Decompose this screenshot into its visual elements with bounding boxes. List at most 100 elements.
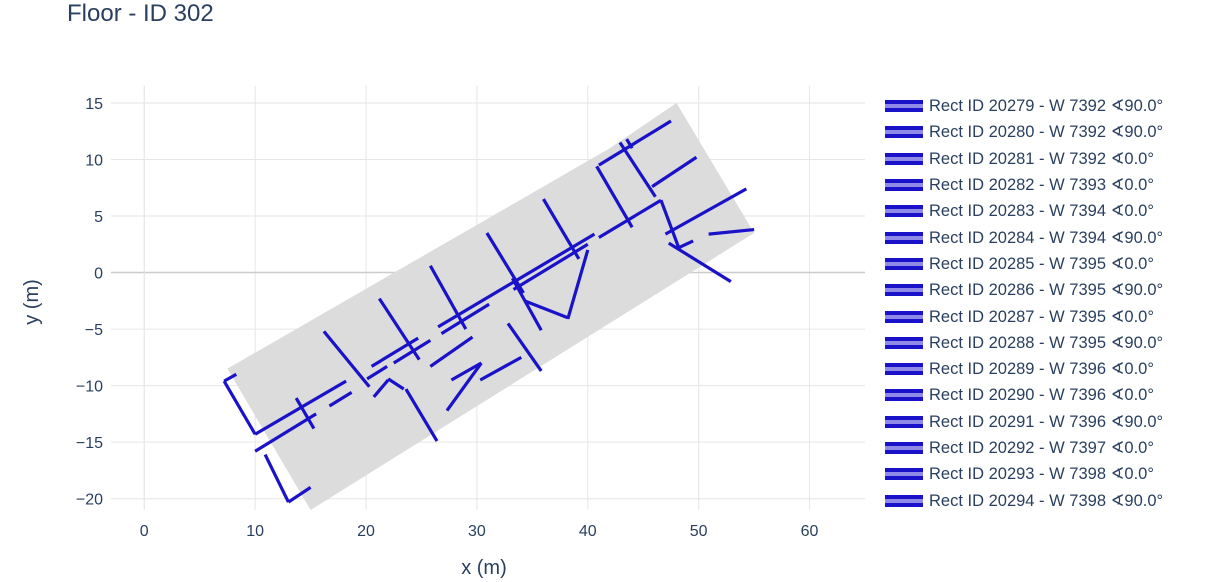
legend-label: Rect ID 20286 - W 7395 ∢90.0° xyxy=(929,281,1164,300)
legend-item[interactable]: Rect ID 20290 - W 7396 ∢0.0° xyxy=(885,382,1163,408)
wall-segment[interactable] xyxy=(222,380,257,436)
legend-item[interactable]: Rect ID 20280 - W 7392 ∢90.0° xyxy=(885,119,1163,145)
wall-segment[interactable] xyxy=(485,232,525,294)
legend-label: Rect ID 20291 - W 7396 ∢90.0° xyxy=(929,412,1164,431)
x-tick-label: 0 xyxy=(140,523,149,540)
x-tick-label: 60 xyxy=(801,523,819,540)
wall-series-11[interactable] xyxy=(512,198,662,291)
legend-label: Rect ID 20284 - W 7394 ∢90.0° xyxy=(929,228,1164,247)
wall-segment[interactable] xyxy=(664,187,748,236)
y-tick-label: 15 xyxy=(85,96,103,113)
wall-segment[interactable] xyxy=(428,264,468,330)
wall-segment[interactable] xyxy=(625,138,634,150)
wall-segment[interactable] xyxy=(618,141,657,198)
legend-item[interactable]: Rect ID 20291 - W 7396 ∢90.0° xyxy=(885,409,1163,435)
wall-series-3[interactable] xyxy=(294,264,468,430)
legend-swatch xyxy=(885,126,923,139)
wall-segment[interactable] xyxy=(667,241,732,283)
wall-segment[interactable] xyxy=(322,330,371,388)
wall-series-6[interactable] xyxy=(222,372,257,436)
legend-item[interactable]: Rect ID 20287 - W 7395 ∢0.0° xyxy=(885,303,1163,329)
legend-item[interactable]: Rect ID 20279 - W 7392 ∢90.0° xyxy=(885,93,1163,119)
legend-swatch xyxy=(885,152,923,165)
legend-label: Rect ID 20281 - W 7392 ∢0.0° xyxy=(929,149,1154,168)
wall-segment[interactable] xyxy=(370,336,419,368)
y-tick-label: −20 xyxy=(76,492,103,509)
legend-swatch xyxy=(885,363,923,376)
x-tick-label: 50 xyxy=(690,523,708,540)
wall-segment[interactable] xyxy=(294,397,316,430)
wall-segment[interactable] xyxy=(450,361,483,382)
wall-segment[interactable] xyxy=(542,198,581,260)
walls[interactable] xyxy=(222,119,755,504)
legend-label: Rect ID 20294 - W 7398 ∢90.0° xyxy=(929,491,1164,510)
wall-series-4[interactable] xyxy=(485,165,634,294)
legend-swatch xyxy=(885,336,923,349)
legend-label: Rect ID 20290 - W 7396 ∢0.0° xyxy=(929,386,1154,405)
wall-series-8[interactable] xyxy=(651,155,698,188)
y-tick-label: −15 xyxy=(76,435,103,452)
wall-segment[interactable] xyxy=(598,119,672,167)
wall-segment[interactable] xyxy=(223,372,238,383)
wall-series-10[interactable] xyxy=(366,302,490,381)
wall-series-5[interactable] xyxy=(598,119,672,167)
legend-item[interactable]: Rect ID 20284 - W 7394 ∢90.0° xyxy=(885,224,1163,250)
legend[interactable]: Rect ID 20279 - W 7392 ∢90.0° Rect ID 202… xyxy=(885,93,1163,514)
wall-segment[interactable] xyxy=(708,228,755,236)
wall-segment[interactable] xyxy=(479,355,523,382)
legend-item[interactable]: Rect ID 20294 - W 7398 ∢90.0° xyxy=(885,487,1163,513)
legend-swatch xyxy=(885,468,923,481)
wall-segment[interactable] xyxy=(263,453,290,503)
wall-segment[interactable] xyxy=(506,322,543,372)
wall-segment[interactable] xyxy=(510,277,543,331)
legend-item[interactable]: Rect ID 20282 - W 7393 ∢0.0° xyxy=(885,172,1163,198)
wall-segment[interactable] xyxy=(387,377,405,391)
y-tick-label: 0 xyxy=(94,266,103,283)
wall-series-16[interactable] xyxy=(263,228,755,504)
legend-item[interactable]: Rect ID 20292 - W 7397 ∢0.0° xyxy=(885,435,1163,461)
legend-item[interactable]: Rect ID 20289 - W 7396 ∢0.0° xyxy=(885,356,1163,382)
wall-series-7[interactable] xyxy=(618,138,657,198)
wall-segment[interactable] xyxy=(524,299,569,320)
legend-label: Rect ID 20285 - W 7395 ∢0.0° xyxy=(929,254,1154,273)
legend-swatch xyxy=(885,100,923,113)
wall-segment[interactable] xyxy=(404,388,439,442)
legend-item[interactable]: Rect ID 20283 - W 7394 ∢0.0° xyxy=(885,198,1163,224)
wall-segment[interactable] xyxy=(440,302,490,335)
y-tick-label: −5 xyxy=(85,322,103,339)
wall-segment[interactable] xyxy=(512,242,589,291)
wall-series-14[interactable] xyxy=(429,335,523,412)
wall-segment[interactable] xyxy=(377,297,421,361)
wall-segment[interactable] xyxy=(366,365,388,381)
legend-item[interactable]: Rect ID 20286 - W 7395 ∢90.0° xyxy=(885,277,1163,303)
wall-segment[interactable] xyxy=(651,155,698,188)
wall-segment[interactable] xyxy=(598,198,662,239)
legend-item[interactable]: Rect ID 20285 - W 7395 ∢0.0° xyxy=(885,251,1163,277)
wall-segment[interactable] xyxy=(429,335,474,368)
wall-series-9[interactable] xyxy=(254,391,353,453)
wall-segment[interactable] xyxy=(445,362,483,412)
wall-segment[interactable] xyxy=(372,378,390,398)
wall-series-13[interactable] xyxy=(372,377,439,442)
legend-label: Rect ID 20289 - W 7396 ∢0.0° xyxy=(929,360,1154,379)
wall-segment[interactable] xyxy=(392,339,432,365)
legend-swatch xyxy=(885,257,923,270)
wall-segment[interactable] xyxy=(566,249,590,320)
wall-segment[interactable] xyxy=(287,486,312,504)
y-tick-label: 5 xyxy=(94,209,103,226)
wall-series-15[interactable] xyxy=(510,249,590,331)
legend-swatch xyxy=(885,284,923,297)
x-axis-title: x (m) xyxy=(461,557,507,579)
wall-segment[interactable] xyxy=(659,199,681,249)
wall-segment[interactable] xyxy=(254,412,317,453)
legend-item[interactable]: Rect ID 20288 - W 7395 ∢90.0° xyxy=(885,330,1163,356)
wall-segment[interactable] xyxy=(595,165,634,229)
legend-item[interactable]: Rect ID 20293 - W 7398 ∢0.0° xyxy=(885,461,1163,487)
y-axis-title: y (m) xyxy=(21,279,43,325)
wall-segment[interactable] xyxy=(328,391,353,408)
wall-segment[interactable] xyxy=(678,239,694,250)
legend-item[interactable]: Rect ID 20281 - W 7392 ∢0.0° xyxy=(885,146,1163,172)
wall-series-12[interactable] xyxy=(659,187,748,283)
